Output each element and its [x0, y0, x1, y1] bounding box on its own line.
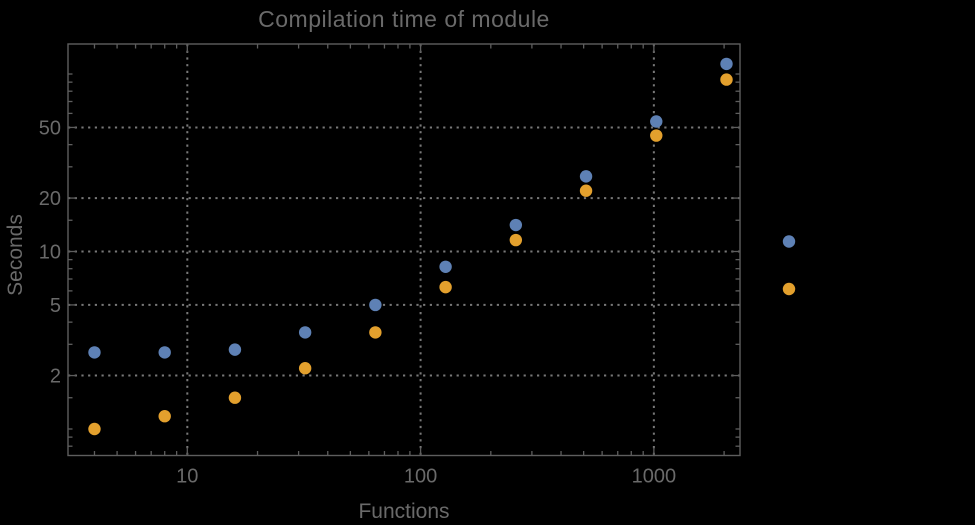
- x-tick-label: 1000: [632, 466, 677, 488]
- y-tick-label: 20: [39, 188, 61, 210]
- y-axis-title: Seconds: [4, 214, 27, 296]
- data-point-series-2-orange: [228, 391, 242, 404]
- data-point-series-1-blue: [369, 298, 382, 312]
- data-point-series-1-blue: [720, 57, 733, 71]
- data-point-series-1-blue: [650, 115, 663, 128]
- data-point-series-2-orange: [158, 410, 171, 423]
- legend-marker-series-1-blue: [782, 235, 796, 248]
- data-point-series-1-blue: [509, 218, 523, 232]
- y-tick-label: 10: [39, 242, 61, 264]
- y-tick-label: 5: [50, 295, 61, 317]
- y-tick-label: 50: [39, 117, 61, 139]
- data-point-series-2-orange: [720, 73, 733, 86]
- data-point-series-1-blue: [579, 170, 593, 183]
- data-point-series-2-orange: [88, 422, 101, 436]
- data-point-series-1-blue: [88, 346, 101, 359]
- data-point-series-1-blue: [298, 326, 312, 339]
- data-point-series-2-orange: [509, 233, 523, 247]
- data-point-series-2-orange: [650, 129, 663, 142]
- y-tick-label: 2: [50, 366, 61, 388]
- chart-title: Compilation time of module: [258, 6, 550, 32]
- data-point-series-2-orange: [439, 280, 452, 294]
- x-axis-title: Functions: [358, 500, 450, 523]
- data-point-series-1-blue: [228, 343, 242, 356]
- data-point-series-2-orange: [579, 184, 593, 197]
- data-point-series-2-orange: [369, 326, 382, 339]
- legend-marker-series-2-orange: [782, 282, 796, 296]
- x-tick-label: 10: [176, 466, 198, 488]
- x-tick-label: 100: [404, 466, 437, 488]
- plot-frame: [67, 43, 741, 457]
- data-point-series-2-orange: [298, 362, 312, 375]
- data-point-series-1-blue: [439, 260, 452, 273]
- data-point-series-1-blue: [158, 346, 171, 359]
